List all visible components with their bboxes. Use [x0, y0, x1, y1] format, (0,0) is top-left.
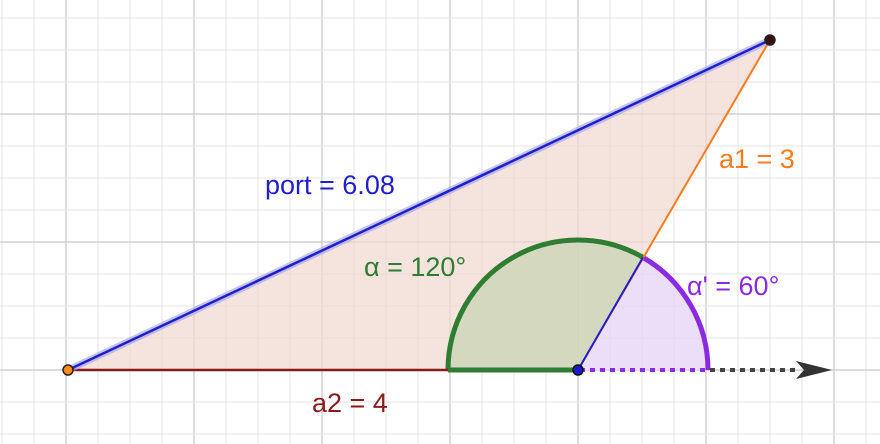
alpha-label: α = 120°	[364, 252, 466, 282]
alpha-prime-angle-arc	[641, 255, 711, 371]
a1-inner-highlight	[577, 256, 644, 371]
alpha-angle-sector[interactable]	[448, 239, 643, 370]
a2-label: a2 = 4	[312, 388, 388, 418]
ray-arrowhead-icon	[796, 361, 832, 379]
a1-label: a1 = 3	[719, 144, 795, 174]
port-label: port = 6.08	[265, 170, 395, 200]
vertex-top-point[interactable]	[764, 34, 776, 46]
port-segment[interactable]	[67, 38, 771, 372]
alpha-angle-arc	[445, 237, 645, 371]
vertex-left-point[interactable]	[62, 364, 74, 376]
vertex-center-point[interactable]	[572, 364, 584, 376]
alpha-prime-label: α' = 60°	[687, 271, 779, 301]
